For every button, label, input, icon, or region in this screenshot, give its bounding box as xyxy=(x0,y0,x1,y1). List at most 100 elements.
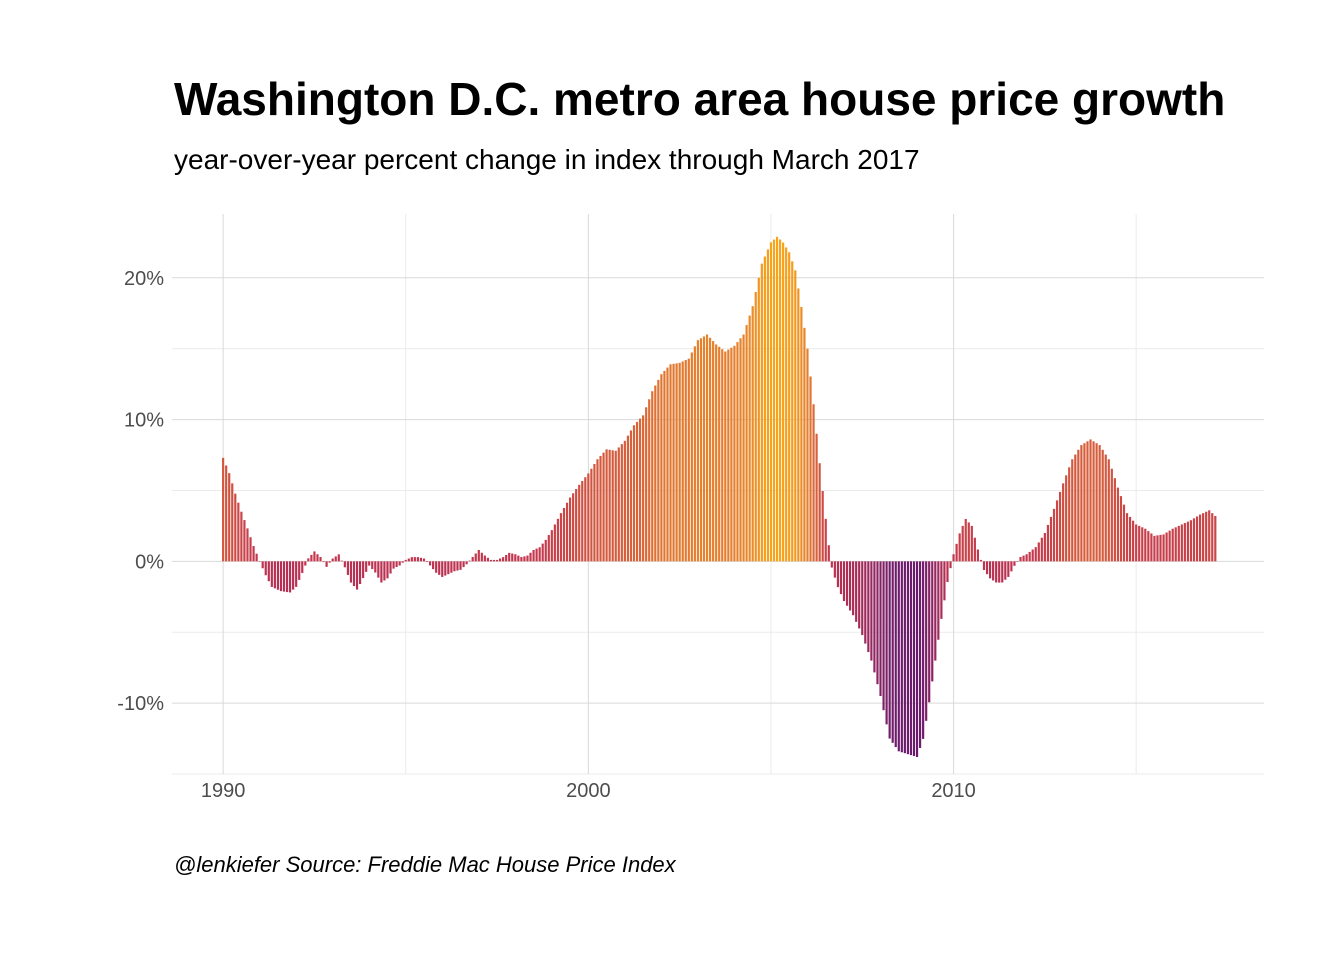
bar xyxy=(1208,510,1211,562)
bar xyxy=(575,489,578,562)
bar xyxy=(386,561,389,579)
bar xyxy=(742,334,745,562)
bar xyxy=(404,559,407,562)
bar xyxy=(681,361,684,562)
bar xyxy=(982,561,986,571)
bar xyxy=(1205,511,1208,562)
bar xyxy=(1150,533,1153,562)
bar xyxy=(1104,454,1107,562)
bar xyxy=(730,347,733,562)
bar xyxy=(958,533,961,562)
bar xyxy=(715,344,718,562)
bar xyxy=(288,561,292,593)
x-tick-label: 2010 xyxy=(931,780,976,802)
bar xyxy=(648,399,651,562)
bar xyxy=(979,559,983,562)
bar xyxy=(949,561,952,569)
bar xyxy=(550,530,553,562)
bar xyxy=(635,421,639,562)
bar xyxy=(453,561,456,572)
bar xyxy=(1202,513,1205,562)
bar xyxy=(1092,441,1095,562)
bar xyxy=(864,561,867,644)
bar xyxy=(578,484,581,562)
bar xyxy=(1101,449,1104,562)
bar xyxy=(754,291,757,562)
bar xyxy=(1110,468,1113,562)
bar xyxy=(562,507,566,562)
bar xyxy=(1007,561,1010,577)
bar xyxy=(705,334,709,562)
bar xyxy=(380,561,383,583)
bar xyxy=(428,561,432,566)
bar xyxy=(879,561,882,697)
bar xyxy=(815,433,818,562)
bar xyxy=(258,561,261,562)
bar xyxy=(474,553,477,562)
bar xyxy=(401,561,404,563)
bar xyxy=(925,561,928,721)
bar xyxy=(1037,542,1040,562)
bar xyxy=(1171,528,1174,562)
bar xyxy=(1089,439,1092,562)
bar xyxy=(608,449,611,562)
bar xyxy=(900,561,903,753)
bar xyxy=(447,561,450,575)
bar xyxy=(483,555,486,562)
bar xyxy=(645,407,648,562)
bar xyxy=(234,493,237,562)
bar xyxy=(1147,531,1150,562)
bar xyxy=(1183,523,1186,562)
bar xyxy=(273,561,276,589)
bar xyxy=(727,349,730,562)
bar xyxy=(955,543,958,562)
bar xyxy=(1065,475,1068,562)
bar xyxy=(873,561,876,673)
bar xyxy=(261,561,264,569)
bar xyxy=(304,561,307,566)
bar xyxy=(581,481,584,562)
bar xyxy=(1128,516,1132,562)
bar xyxy=(529,552,532,562)
bar xyxy=(1077,449,1080,562)
bar xyxy=(1156,535,1159,562)
bar xyxy=(237,502,240,562)
bar xyxy=(739,338,742,562)
bar xyxy=(858,561,861,629)
bar xyxy=(362,561,365,579)
y-tick-label: -10% xyxy=(117,693,164,715)
bar xyxy=(1058,491,1062,562)
bar xyxy=(231,483,234,562)
bar xyxy=(1162,534,1165,562)
bar xyxy=(663,370,666,562)
bar xyxy=(617,447,620,562)
bar xyxy=(1135,524,1138,562)
bar xyxy=(632,425,636,562)
bar xyxy=(1028,551,1031,562)
bar xyxy=(785,247,788,562)
bar xyxy=(541,543,544,562)
bar xyxy=(1159,534,1162,562)
bar xyxy=(614,450,617,562)
bar xyxy=(934,561,937,661)
bar xyxy=(419,557,423,562)
bar xyxy=(696,340,700,562)
bar xyxy=(301,561,304,573)
bar xyxy=(486,557,490,562)
bar xyxy=(538,547,541,562)
bar xyxy=(922,561,925,739)
bar xyxy=(444,561,447,576)
bar xyxy=(885,561,888,725)
bar xyxy=(316,554,319,562)
bar xyxy=(733,345,736,562)
bar xyxy=(547,535,550,562)
bar xyxy=(249,537,252,562)
bar xyxy=(337,554,340,562)
bar xyxy=(307,558,310,562)
bar xyxy=(1010,561,1013,572)
bar xyxy=(1198,514,1202,562)
bar xyxy=(495,559,499,562)
bar xyxy=(757,277,760,562)
bar xyxy=(1068,467,1071,562)
